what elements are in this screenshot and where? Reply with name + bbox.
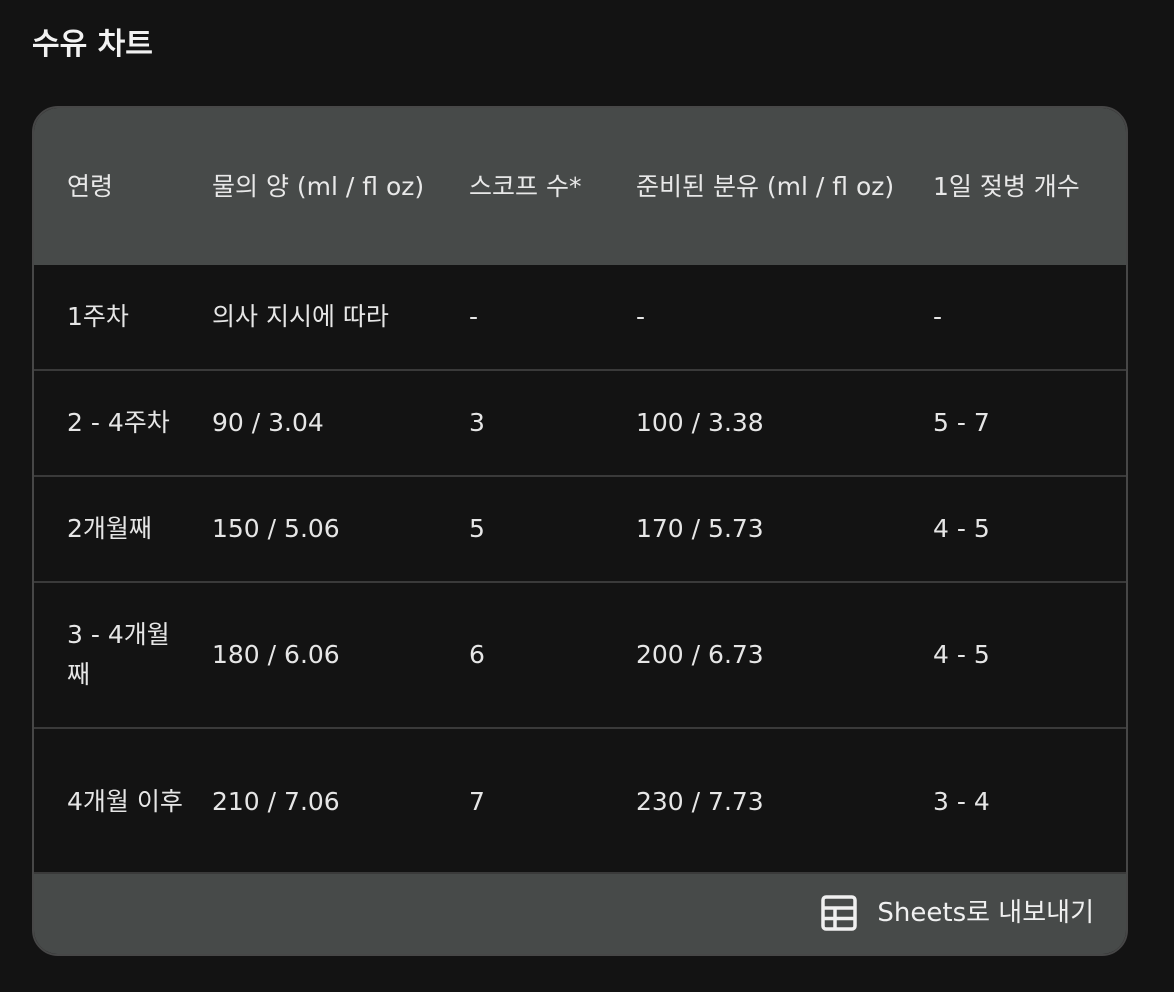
page-title: 수유 차트 [32,27,153,62]
table-body: 1주차 의사 지시에 따라 - - - 2 - 4주차 90 / 3.04 3 … [34,265,1126,874]
column-header-prepared: 준비된 분유 (ml / fl oz) [636,171,895,201]
column-header-scoops: 스코프 수* [469,171,582,201]
cell-bottles: 3 - 4 [933,786,990,816]
cell-prepared: 200 / 6.73 [636,640,764,669]
export-to-sheets-button[interactable]: Sheets로 내보내기 [821,892,1094,934]
cell-bottles: 4 - 5 [933,640,990,669]
cell-water: 210 / 7.06 [212,786,340,816]
cell-bottles: 4 - 5 [933,514,990,543]
cell-age: 2개월째 [67,514,152,543]
cell-age: 2 - 4주차 [67,408,170,437]
feeding-chart-card: 연령 물의 양 (ml / fl oz) 스코프 수* 준비된 분유 (ml /… [32,106,1128,956]
cell-scoops: 7 [469,786,485,816]
cell-bottles: 5 - 7 [933,408,990,437]
table-icon [821,895,858,931]
table-row: 2개월째 150 / 5.06 5 170 / 5.73 4 - 5 [34,476,1126,582]
cell-prepared: 230 / 7.73 [636,786,764,816]
cell-scoops: 6 [469,640,485,669]
cell-prepared: 170 / 5.73 [636,514,764,543]
cell-scoops: 3 [469,408,485,437]
cell-bottles: - [933,302,943,331]
table-footer: Sheets로 내보내기 [34,872,1126,954]
cell-scoops: - [469,302,479,331]
column-header-age: 연령 [67,171,114,201]
table-row: 3 - 4개월째 180 / 6.06 6 200 / 6.73 4 - 5 [34,582,1126,728]
cell-water: 180 / 6.06 [212,640,340,669]
export-label: Sheets로 내보내기 [877,898,1094,928]
table-header: 연령 물의 양 (ml / fl oz) 스코프 수* 준비된 분유 (ml /… [34,108,1126,265]
table-row: 4개월 이후 210 / 7.06 7 230 / 7.73 3 - 4 [34,728,1126,874]
table-row: 2 - 4주차 90 / 3.04 3 100 / 3.38 5 - 7 [34,370,1126,476]
table-row: 1주차 의사 지시에 따라 - - - [34,265,1126,370]
cell-water: 90 / 3.04 [212,408,324,437]
table-header-row: 연령 물의 양 (ml / fl oz) 스코프 수* 준비된 분유 (ml /… [34,108,1126,265]
cell-scoops: 5 [469,514,485,543]
cell-age: 1주차 [67,302,129,331]
cell-age: 3 - 4개월째 [67,620,170,689]
column-header-bottles: 1일 젖병 개수 [933,171,1080,201]
feeding-table: 연령 물의 양 (ml / fl oz) 스코프 수* 준비된 분유 (ml /… [34,108,1126,874]
cell-water: 150 / 5.06 [212,514,340,543]
cell-age: 4개월 이후 [67,786,183,816]
cell-water: 의사 지시에 따라 [212,302,389,331]
cell-prepared: - [636,302,646,331]
column-header-water: 물의 양 (ml / fl oz) [212,171,425,201]
cell-prepared: 100 / 3.38 [636,408,764,437]
